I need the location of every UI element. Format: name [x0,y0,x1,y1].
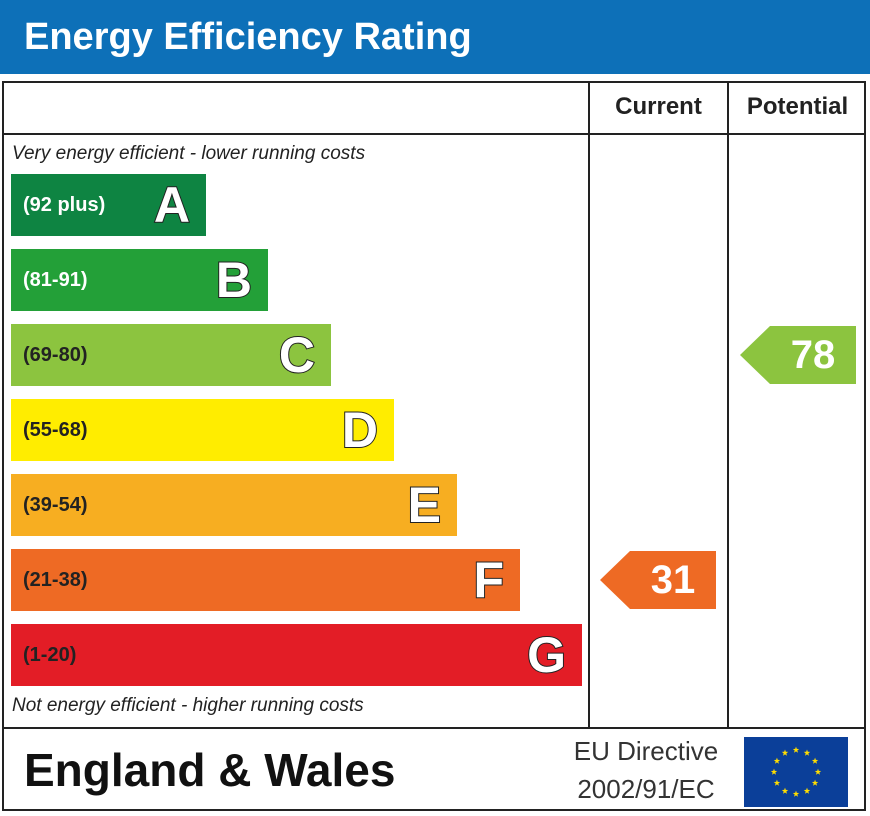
column-header-potential: Potential [746,93,849,120]
header-row-divider [2,133,866,135]
potential-rating-value: 78 [790,333,836,377]
column-header-current: Current [615,93,702,120]
potential-rating-arrow: 78 [740,326,856,384]
band-range-label: (1-20) [23,644,77,666]
note-inefficient: Not energy efficient - higher running co… [12,695,364,716]
band-letter: G [526,626,567,684]
band-letter: A [153,176,191,234]
band-letter: E [407,476,442,534]
band-range-label: (55-68) [23,419,88,441]
band-letter: D [341,401,379,459]
band-f: (21-38) F [11,549,520,611]
note-efficient: Very energy efficient - lower running co… [12,143,366,164]
divider-potential [727,81,729,728]
band-b: (81-91) B [11,249,268,311]
band-letter: F [472,551,505,609]
band-range-label: (81-91) [23,269,88,291]
divider-current [588,81,590,728]
band-e: (39-54) E [11,474,457,536]
rating-frame [2,81,866,811]
band-range-label: (21-38) [23,569,88,591]
band-letter: B [215,251,253,309]
eu-flag-icon [744,737,848,807]
title-bar: Energy Efficiency Rating [0,0,870,74]
band-range-label: (69-80) [23,344,88,366]
directive-line-1: EU Directive [573,736,719,766]
band-c: (69-80) C [11,324,331,386]
region-label: England & Wales [24,744,396,796]
band-letter: C [278,326,316,384]
band-a: (92 plus) A [11,174,206,236]
band-range-label: (39-54) [23,494,88,516]
current-rating-value: 31 [650,558,696,602]
band-range-label: (92 plus) [23,194,106,216]
current-rating-arrow: 31 [600,551,716,609]
directive-line-2: 2002/91/EC [577,774,715,804]
band-d: (55-68) D [11,399,394,461]
footer-divider [2,727,866,729]
chart-title: Energy Efficiency Rating [24,16,472,58]
band-g: (1-20) G [11,624,582,686]
